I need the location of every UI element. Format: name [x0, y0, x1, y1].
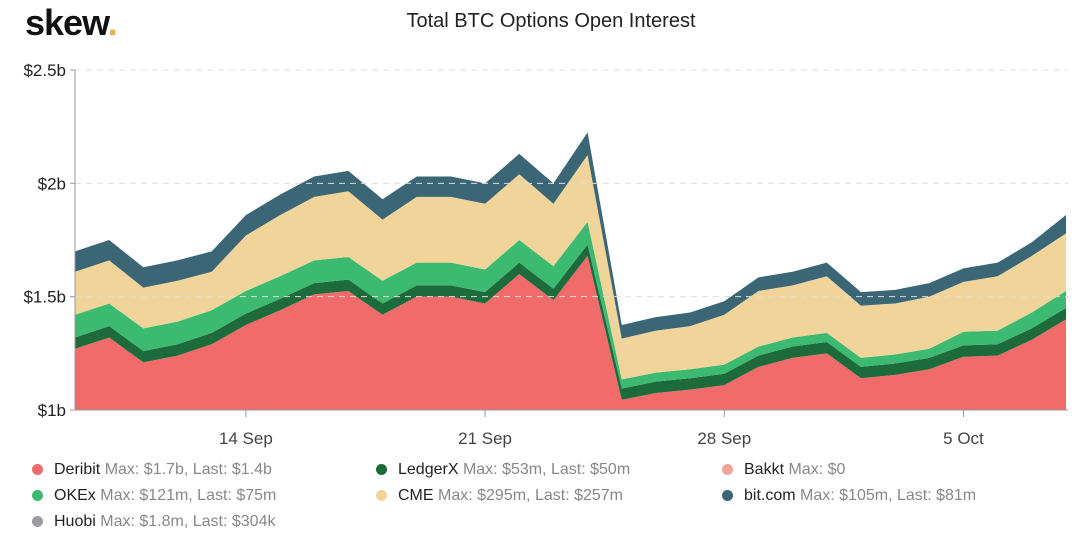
- legend-item-bitcom[interactable]: bit.com Max: $105m, Last: $81m: [722, 487, 976, 505]
- legend-dot-icon: [32, 490, 43, 501]
- area-bitcom: [75, 132, 1066, 339]
- legend-summary: Max: $295m, Last: $257m: [438, 487, 623, 504]
- legend-item-deribit[interactable]: Deribit Max: $1.7b, Last: $1.4b: [32, 461, 272, 479]
- legend-series-name: CME: [398, 487, 434, 504]
- x-tick-label: 14 Sep: [219, 429, 273, 448]
- legend-series-name: Bakkt: [744, 461, 785, 478]
- skew-logo: skew.: [25, 2, 118, 44]
- legend-summary: Max: $105m, Last: $81m: [800, 487, 977, 504]
- area-ledgerx: [75, 244, 1066, 400]
- legend-item-huobi[interactable]: Huobi Max: $1.8m, Last: $304k: [32, 513, 275, 531]
- area-okex: [75, 221, 1066, 389]
- legend-item-okex[interactable]: OKEx Max: $121m, Last: $75m: [32, 487, 276, 505]
- y-tick-label: $2b: [38, 174, 66, 193]
- area-cme: [75, 155, 1066, 380]
- x-tick-label: 21 Sep: [458, 429, 512, 448]
- legend-summary: Max: $0: [788, 461, 846, 478]
- y-tick-label: $1.5b: [23, 288, 66, 307]
- stacked-area-chart: $1b $1.5b $2b $2.5b 14 Sep 21 Sep 28 Sep 5 Oct: [23, 61, 1068, 448]
- legend-item-ledgerx[interactable]: LedgerX Max: $53m, Last: $50m: [376, 461, 630, 479]
- legend-series-name: bit.com: [744, 487, 796, 504]
- legend-item-cme[interactable]: CME Max: $295m, Last: $257m: [376, 487, 623, 505]
- x-tick-label: 5 Oct: [943, 429, 984, 448]
- legend-dot-icon: [722, 490, 733, 501]
- chart-title: Total BTC Options Open Interest: [406, 10, 696, 32]
- legend-dot-icon: [722, 464, 733, 475]
- legend-dot-icon: [32, 464, 43, 475]
- y-tick-label: $1b: [38, 401, 66, 420]
- logo-dot: .: [107, 2, 118, 43]
- x-tick-label: 28 Sep: [697, 429, 751, 448]
- legend-series-name: OKEx: [54, 487, 96, 504]
- legend-dot-icon: [376, 490, 387, 501]
- logo-text: skew: [25, 2, 109, 43]
- legend-summary: Max: $1.8m, Last: $304k: [100, 513, 276, 530]
- legend-summary: Max: $1.7b, Last: $1.4b: [104, 461, 272, 478]
- legend-item-bakkt[interactable]: Bakkt Max: $0: [722, 461, 845, 479]
- legend-series-name: Deribit: [54, 461, 101, 478]
- legend-series-name: Huobi: [54, 513, 96, 530]
- legend-summary: Max: $121m, Last: $75m: [100, 487, 277, 504]
- legend-dot-icon: [32, 516, 43, 527]
- y-tick-label: $2.5b: [23, 61, 66, 80]
- legend-dot-icon: [376, 464, 387, 475]
- legend-summary: Max: $53m, Last: $50m: [462, 461, 631, 478]
- legend-series-name: LedgerX: [398, 461, 459, 478]
- area-deribit: [75, 255, 1066, 410]
